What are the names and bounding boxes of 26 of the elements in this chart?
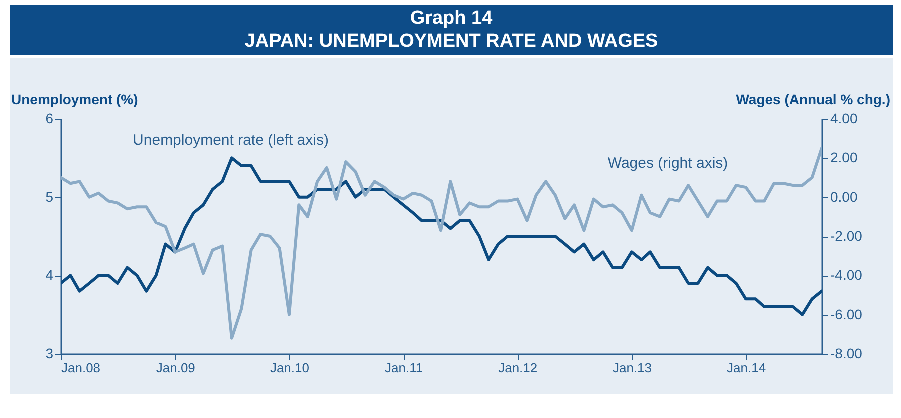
x-tick-label: Jan.10	[270, 360, 310, 376]
x-tick-label: Jan.09	[156, 360, 196, 376]
y-tick-label: 5	[46, 188, 54, 205]
y2-axis-title: Wages (Annual % chg.)	[736, 92, 890, 108]
x-tick-label: Jan.12	[498, 360, 538, 376]
x-tick-label: Jan.08	[62, 360, 101, 376]
y-tick-label: 6	[46, 110, 54, 126]
x-tick-label: Jan.13	[612, 360, 652, 376]
chart-title: Graph 14	[409, 7, 494, 31]
x-tick-label: Jan.11	[384, 360, 424, 376]
y-tick-label: 3	[46, 346, 54, 362]
line-series	[61, 146, 822, 340]
series-label: Unemployment rate (left axis)	[133, 132, 329, 149]
y2-tick-label: 4.00	[830, 110, 858, 126]
y2-tick-label: 2.00	[830, 150, 858, 166]
x-tick-label: Jan.14	[727, 360, 766, 376]
y2-tick-label: -6.00	[830, 306, 863, 322]
y2-tick-label: -4.00	[830, 267, 863, 284]
y-axis-title: Unemployment (%)	[12, 92, 138, 108]
line-series	[61, 156, 822, 316]
series-label: Wages (right axis)	[608, 155, 728, 172]
y-tick-label: 4	[46, 267, 54, 284]
y2-tick-label: 0.00	[830, 188, 858, 205]
y2-tick-label: -2.00	[830, 228, 863, 244]
y2-tick-label: -8.00	[830, 346, 863, 362]
chart-subtitle: JAPAN: UNEMPLOYMENT RATE AND WAGES	[244, 31, 660, 53]
